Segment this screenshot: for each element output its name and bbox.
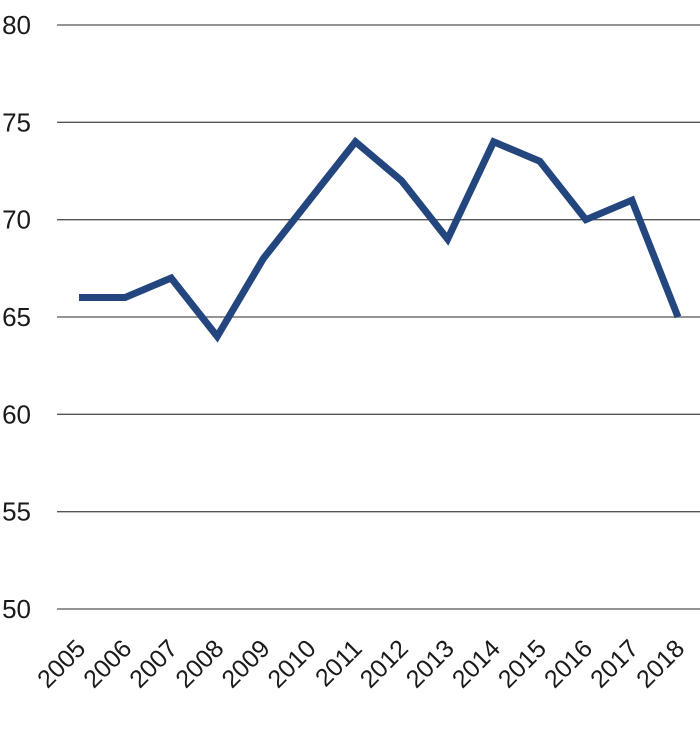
y-tick-label: 75 xyxy=(2,107,31,137)
y-tick-label: 65 xyxy=(2,302,31,332)
x-tick-label: 2011 xyxy=(310,634,368,692)
y-tick-label: 80 xyxy=(2,10,31,40)
x-tick-label: 2014 xyxy=(447,634,506,693)
x-tick-label: 2010 xyxy=(262,634,321,693)
y-tick-label: 70 xyxy=(2,205,31,235)
x-axis-tick-labels: 2005200620072008200920102011201220132014… xyxy=(32,634,690,693)
y-tick-label: 55 xyxy=(2,497,31,527)
x-tick-label: 2013 xyxy=(401,634,460,693)
y-axis-tick-labels: 50 55 60 65 70 75 80 xyxy=(2,10,31,624)
x-tick-label: 2018 xyxy=(631,634,690,693)
x-tick-label: 2015 xyxy=(493,634,552,693)
x-tick-label: 2007 xyxy=(124,634,183,693)
x-tick-label: 2016 xyxy=(539,634,598,693)
x-tick-label: 2006 xyxy=(78,634,137,693)
series-line xyxy=(79,142,678,337)
series xyxy=(79,142,678,337)
y-tick-label: 50 xyxy=(2,594,31,624)
x-tick-label: 2008 xyxy=(170,634,229,693)
x-tick-label: 2012 xyxy=(355,634,414,693)
x-tick-label: 2005 xyxy=(32,634,91,693)
x-tick-label: 2017 xyxy=(585,634,644,693)
gridlines xyxy=(57,25,700,609)
y-tick-label: 60 xyxy=(2,399,31,429)
x-tick-label: 2009 xyxy=(216,634,275,693)
